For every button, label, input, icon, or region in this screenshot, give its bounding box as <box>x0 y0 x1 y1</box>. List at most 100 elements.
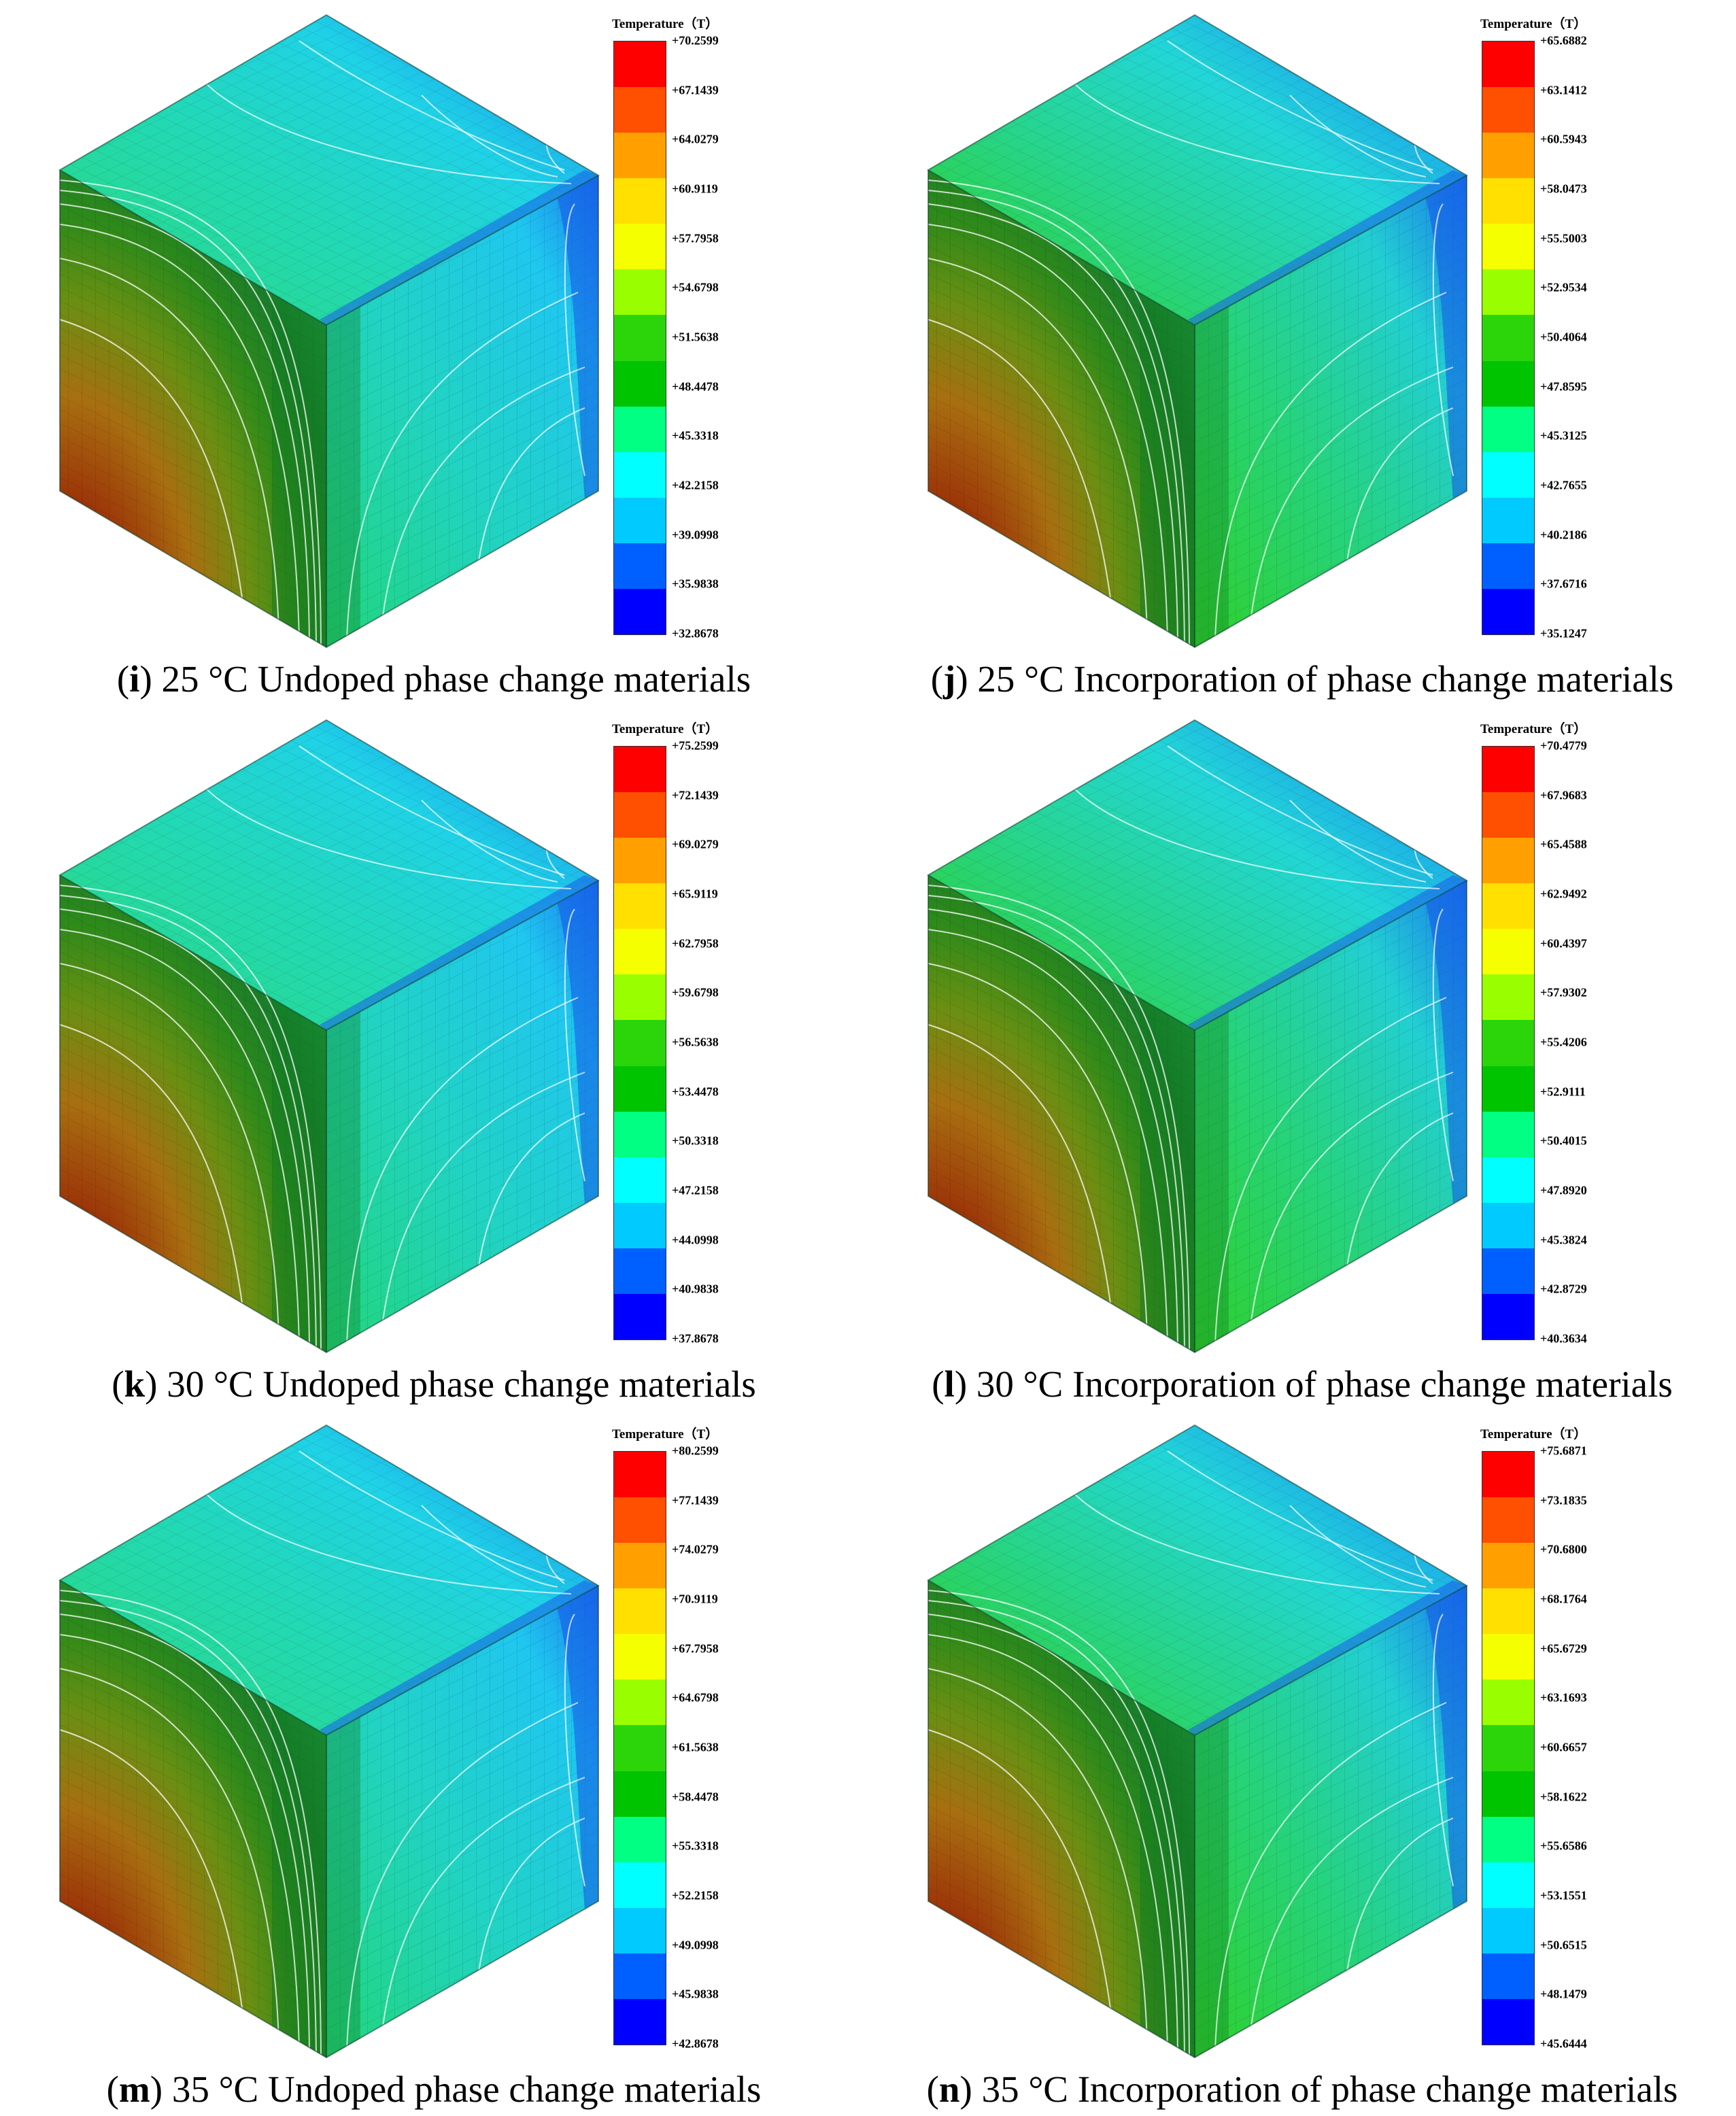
legend-tick-label: +37.6716 <box>1540 577 1587 591</box>
legend-tick-label: +54.6798 <box>672 280 719 294</box>
legend-swatch <box>1482 1293 1534 1340</box>
legend-tick-label: +52.9111 <box>1540 1085 1586 1099</box>
legend-tick-label: +45.3824 <box>1540 1233 1587 1247</box>
legend-swatch <box>1482 497 1534 543</box>
legend-tick-label: +47.2158 <box>672 1183 719 1197</box>
legend-swatch <box>614 838 666 884</box>
panel-letter: j <box>943 658 956 700</box>
legend-title: Temperature（T） <box>1480 1427 1587 1441</box>
legend-swatch <box>1482 451 1534 498</box>
legend-swatch <box>614 747 666 793</box>
legend-tick-label: +80.2599 <box>672 1444 719 1458</box>
legend-tick-label: +69.0279 <box>672 837 719 851</box>
legend-swatch <box>1482 1020 1534 1066</box>
legend-colorbar <box>613 1451 666 2045</box>
panel-caption: (n) 35 °C Incorporation of phase change … <box>926 2068 1678 2110</box>
legend-tick-label: +40.2186 <box>1540 528 1587 542</box>
legend-swatch <box>1482 1248 1534 1294</box>
caption-text: 25 °C Incorporation of phase change mate… <box>968 658 1674 700</box>
temperature-legend: Temperature（T） +70.4779 +67.9683 +65.4588 +… <box>1480 719 1616 1346</box>
legend-swatch <box>614 929 666 975</box>
legend-tick-label: +55.5003 <box>1540 231 1587 245</box>
legend-tick-label: +55.6586 <box>1540 1839 1587 1853</box>
legend-tick-label: +74.0279 <box>672 1542 719 1556</box>
legend-tick-label: +42.2158 <box>672 478 719 492</box>
legend-swatch <box>614 1543 666 1589</box>
legend-swatch <box>1482 747 1534 793</box>
legend-tick-label: +67.9683 <box>1540 788 1587 802</box>
legend-swatch <box>1482 1452 1534 1498</box>
legend-tick-label: +63.1693 <box>1540 1690 1587 1705</box>
legend-tick-label: +35.9838 <box>672 577 719 591</box>
legend-tick-label: +60.9119 <box>672 182 718 196</box>
legend-tick-label: +75.2599 <box>672 738 719 753</box>
simulation-panel-l: Temperature（T） +70.4779 +67.9683 +65.4588 +… <box>868 705 1736 1410</box>
temperature-legend: Temperature（T） +70.2599 +67.1439 +64.0279 +… <box>612 14 748 641</box>
temperature-legend: Temperature（T） +75.2599 +72.1439 +69.0279 +… <box>612 719 748 1346</box>
legend-swatch <box>1482 1725 1534 1771</box>
legend-swatch <box>614 1725 666 1771</box>
legend-tick-label: +45.9838 <box>672 1987 719 2001</box>
legend-tick-label: +56.5638 <box>672 1035 719 1049</box>
legend-tick-label: +47.8920 <box>1540 1183 1587 1197</box>
simulation-panel-i: Temperature（T） +70.2599 +67.1439 +64.0279 +… <box>0 0 868 705</box>
legend-swatch <box>614 1497 666 1543</box>
legend-tick-label: +73.1835 <box>1540 1493 1587 1507</box>
legend-tick-label: +52.2158 <box>672 1888 719 1902</box>
legend-swatch <box>614 269 666 315</box>
legend-swatch <box>614 1907 666 1953</box>
legend-tick-label: +49.0998 <box>672 1938 719 1952</box>
legend-swatch <box>614 1293 666 1340</box>
legend-tick-label: +65.9119 <box>672 887 718 901</box>
legend-swatch <box>614 974 666 1021</box>
caption-text: 25 °C Undoped phase change materials <box>152 658 751 700</box>
legend-swatch <box>614 588 666 635</box>
legend-swatch <box>614 315 666 361</box>
legend-swatch <box>614 883 666 929</box>
legend-tick-label: +70.2599 <box>672 33 719 48</box>
legend-tick-label: +62.9492 <box>1540 887 1587 901</box>
legend-swatch <box>614 451 666 498</box>
legend-swatch <box>614 1816 666 1862</box>
legend-tick-label: +52.9534 <box>1540 280 1587 294</box>
legend-tick-label: +53.4478 <box>672 1085 719 1099</box>
legend-tick-label: +57.7958 <box>672 231 719 245</box>
legend-swatch <box>1482 1588 1534 1635</box>
legend-tick-label: +65.6882 <box>1540 33 1587 48</box>
legend-tick-label: +35.1247 <box>1540 626 1587 641</box>
legend-swatch <box>614 1588 666 1635</box>
legend-tick-label: +60.5943 <box>1540 132 1587 146</box>
temperature-cube-render <box>58 1424 600 2059</box>
temperature-cube-render <box>927 1424 1469 2059</box>
temperature-legend: Temperature（T） +75.6871 +73.1835 +70.6800 +… <box>1480 1424 1616 2051</box>
panel-letter: i <box>129 658 140 700</box>
legend-tick-label: +61.5638 <box>672 1740 719 1754</box>
caption-text: 30 °C Incorporation of phase change mate… <box>967 1363 1673 1405</box>
legend-swatch <box>1482 838 1534 884</box>
legend-swatch <box>1482 883 1534 929</box>
legend-tick-label: +32.8678 <box>672 626 719 641</box>
legend-colorbar <box>1482 746 1535 1340</box>
legend-swatch <box>614 360 666 407</box>
legend-tick-label: +65.4588 <box>1540 837 1587 851</box>
legend-swatch <box>1482 929 1534 975</box>
legend-swatch <box>614 1998 666 2045</box>
legend-swatch <box>614 1020 666 1066</box>
legend-tick-label: +57.9302 <box>1540 985 1587 1000</box>
legend-swatch <box>1482 588 1534 635</box>
legend-tick-label: +47.8595 <box>1540 379 1587 394</box>
legend-tick-label: +45.3318 <box>672 428 719 443</box>
legend-tick-label: +67.1439 <box>672 83 719 97</box>
panel-letter: l <box>944 1363 955 1405</box>
legend-tick-label: +42.8678 <box>672 2036 719 2051</box>
legend-tick-label: +67.7958 <box>672 1641 719 1656</box>
legend-tick-label: +65.6729 <box>1540 1641 1587 1656</box>
legend-swatch <box>1482 360 1534 407</box>
legend-swatch <box>614 133 666 179</box>
legend-tick-label: +50.3318 <box>672 1133 719 1148</box>
legend-tick-label: +39.0998 <box>672 528 719 542</box>
temperature-cube-render <box>58 14 600 649</box>
legend-swatch <box>614 1202 666 1248</box>
legend-swatch <box>614 1771 666 1817</box>
legend-tick-label: +58.0473 <box>1540 182 1587 196</box>
